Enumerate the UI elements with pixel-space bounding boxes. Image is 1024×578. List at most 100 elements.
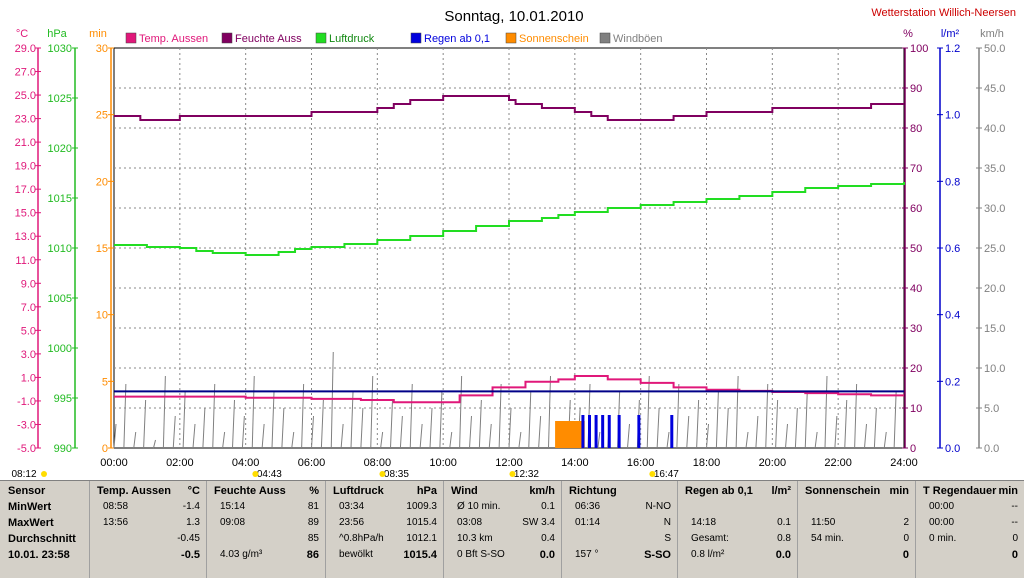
wind-gust-spike	[409, 383, 413, 449]
wind-gust-spike	[775, 399, 779, 449]
table-row: 00:00 --	[915, 501, 1024, 516]
table-column: Richtung 06:36 N-NO 01:14 N S 157 ° S-SO	[561, 481, 678, 578]
wind-gust-spike	[518, 431, 522, 449]
cell-right: 0.8	[777, 533, 791, 544]
table-row: 06:36 N-NO	[561, 501, 677, 516]
wind-gust-spike	[765, 383, 769, 449]
wind-gust-spike	[824, 375, 828, 449]
cell-right: 0.0	[539, 549, 555, 561]
table-row: 0	[797, 549, 915, 564]
tick-label: 0.4	[945, 310, 960, 322]
legend-label: Feuchte Auss	[235, 33, 302, 45]
cell-right: 1015.4	[406, 517, 437, 528]
legend-label: Temp. Aussen	[139, 33, 208, 45]
column-unit: hPa	[416, 485, 437, 497]
tick-label: 990	[54, 443, 72, 455]
legend-swatch	[410, 32, 422, 44]
cell-right: 0.1	[541, 501, 555, 512]
wind-gust-spike	[360, 407, 364, 449]
cell-right: 0	[1011, 549, 1018, 561]
tick-label: 15	[96, 243, 108, 255]
cell-right: 0.1	[777, 517, 791, 528]
wind-gust-spike	[706, 423, 709, 449]
wind-gust-spike	[883, 431, 887, 449]
table-row: 54 min. 0	[797, 533, 915, 548]
tick-label: 0	[910, 443, 916, 455]
tick-label: 100	[910, 43, 928, 55]
cell-left: 13:56	[103, 517, 129, 528]
cell-right: 0.0	[775, 549, 791, 561]
table-row: 0	[915, 549, 1024, 564]
rain-bar	[607, 415, 611, 448]
tick-label: 13.0	[15, 231, 36, 243]
tick-label: 1010	[48, 243, 72, 255]
cell-right: --	[1011, 517, 1018, 528]
wind-gust-spike	[893, 391, 897, 449]
wind-gust-spike	[232, 399, 235, 449]
legend-swatch	[221, 32, 233, 44]
wind-gust-spike	[123, 383, 127, 449]
wind-gust-spike	[498, 383, 502, 449]
tick-label: 1015	[48, 193, 72, 205]
table-column: Sensor MinWert MaxWert Durchschnitt 10.01. 2…	[0, 481, 90, 578]
sun-event-label: 12:32	[514, 469, 539, 480]
tick-label: 1.2	[945, 43, 960, 55]
unit-celsius: °C	[16, 28, 28, 40]
series-line	[114, 95, 904, 121]
table-row: Durchschnitt	[0, 533, 89, 548]
tick-label: 15.0	[15, 208, 36, 220]
chart-grid	[113, 47, 905, 449]
tick-label: 9.0	[21, 278, 36, 290]
rain-bar	[617, 415, 621, 448]
rain-bar	[588, 415, 591, 448]
unit-hpa: hPa	[47, 28, 67, 40]
cell-right: --	[1011, 501, 1018, 512]
table-row: 01:14 N	[561, 517, 677, 532]
wind-gust-spike	[725, 407, 729, 449]
tick-label: 5.0	[21, 325, 36, 337]
cell-left: Durchschnitt	[8, 533, 76, 545]
wind-gust-spike	[153, 439, 156, 449]
table-row: Gesamt: 0.8	[677, 533, 797, 548]
tick-label: 20	[910, 363, 922, 375]
tick-label: 11.0	[15, 255, 36, 267]
table-row: 15:14 81	[206, 501, 325, 516]
x-tick-label: 24:00	[890, 457, 918, 469]
wind-gust-spike	[745, 431, 749, 449]
tick-label: 10	[910, 403, 922, 415]
wind-gust-spike	[478, 399, 482, 449]
column-unit: min	[998, 485, 1018, 497]
wind-gust-spike	[735, 375, 739, 449]
table-row: 03:34 1009.3	[325, 501, 443, 516]
cell-left: 03:34	[339, 501, 365, 512]
table-row: -0.45	[89, 533, 206, 548]
wind-gust-spike	[469, 415, 472, 449]
tick-label: 1025	[48, 93, 72, 105]
wind-gust-spike	[182, 391, 186, 449]
table-header: Regen ab 0,1 l/m²	[677, 485, 797, 500]
cell-right: S-SO	[644, 549, 671, 561]
wind-gust-spike	[844, 399, 848, 449]
cell-right: 1009.3	[406, 501, 437, 512]
table-header: Temp. Aussen °C	[89, 485, 206, 500]
cell-left: Gesamt:	[691, 533, 729, 544]
table-row: 85	[206, 533, 325, 548]
cell-right: SW 3.4	[522, 517, 555, 528]
tick-label: -3.0	[17, 419, 36, 431]
tick-label: 5	[102, 376, 108, 388]
cell-right: 0.4	[541, 533, 555, 544]
tick-label: 1030	[48, 43, 72, 55]
tick-label: 5.0	[984, 403, 999, 415]
column-unit: l/m²	[771, 485, 791, 497]
table-column: Regen ab 0,1 l/m² 14:18 0.1 Gesamt: 0.8 0.8 l/…	[677, 481, 798, 578]
tick-label: 3.0	[21, 349, 36, 361]
cell-left: Ø 10 min.	[457, 501, 501, 512]
tick-label: 0.0	[945, 443, 960, 455]
cell-left: 03:08	[457, 517, 483, 528]
cell-left: 0 Bft S-SO	[457, 549, 505, 560]
tick-label: 40	[910, 283, 922, 295]
legend-swatch	[315, 32, 327, 44]
tick-label: 995	[54, 393, 72, 405]
table-row: 09:08 89	[206, 517, 325, 532]
tick-label: 1.0	[945, 110, 960, 122]
